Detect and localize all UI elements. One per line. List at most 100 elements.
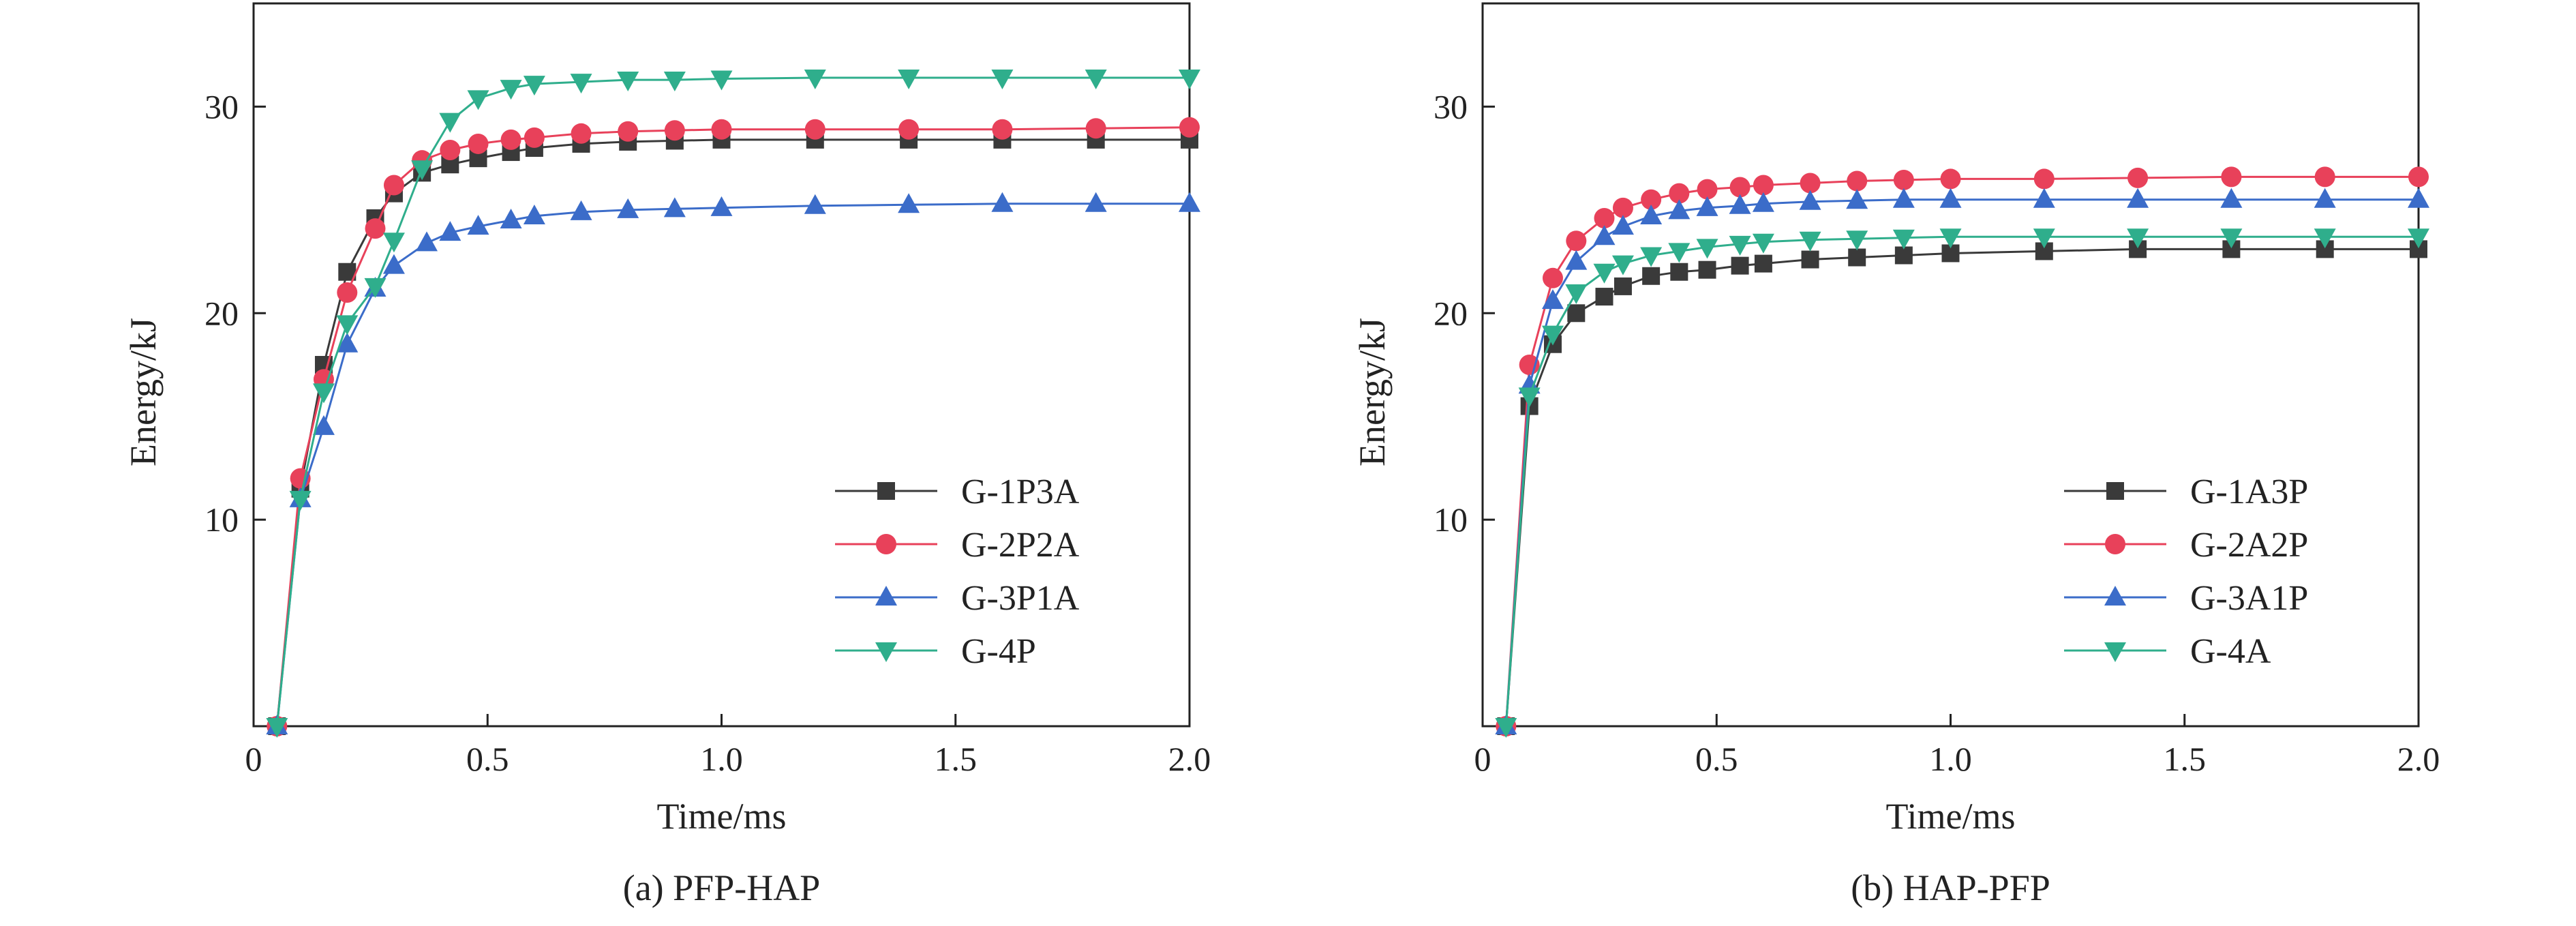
series-g-2a2p bbox=[1496, 166, 2429, 736]
g-4p-point-15 bbox=[804, 70, 826, 90]
legend-label-g-2p2a: G-2P2A bbox=[961, 526, 1080, 565]
g-4a-point-7 bbox=[1668, 243, 1691, 263]
g-2a2p-point-6 bbox=[1641, 189, 1662, 210]
g-4a-point-11 bbox=[1799, 231, 1821, 252]
g-2p2a-point-11 bbox=[571, 123, 592, 144]
legend-label-g-4p: G-4P bbox=[961, 632, 1036, 671]
panel-b: 0 0.5 1.0 1.5 2.0 10 20 30 Time/ms Energy/kJ (b) H… bbox=[1352, 2, 2440, 908]
g-4a-point-1 bbox=[1518, 387, 1541, 408]
g-4a-point-8 bbox=[1696, 239, 1718, 259]
x-tick-label-a-4: 2.0 bbox=[1168, 740, 1211, 778]
g-4p-point-6 bbox=[411, 160, 434, 181]
g-1a3p-point-6 bbox=[1642, 267, 1661, 285]
g-4p-point-11 bbox=[570, 74, 592, 94]
legend-label-g-2a2p: G-2A2P bbox=[2190, 526, 2308, 565]
g-4p-point-7 bbox=[439, 113, 461, 133]
g-2p2a-point-16 bbox=[898, 119, 920, 140]
plot-frame-a bbox=[252, 2, 1191, 728]
legend-item-g-2p2a: G-2P2A bbox=[835, 526, 1080, 565]
g-4p-point-1 bbox=[289, 490, 312, 511]
g-4a-point-2 bbox=[1541, 325, 1564, 346]
g-3a1p-point-3 bbox=[1565, 250, 1588, 270]
x-tick-label-a-0: 0 bbox=[245, 740, 262, 778]
series-g-3a1p bbox=[1495, 188, 2429, 734]
x-tick-label-a-3: 1.5 bbox=[935, 740, 978, 778]
g-3a1p-point-18 bbox=[2314, 188, 2336, 208]
g-3a1p-point-12 bbox=[1846, 189, 1868, 209]
g-3a1p-point-8 bbox=[1696, 196, 1718, 216]
g-4p-point-2 bbox=[312, 383, 335, 404]
g-4a-point-19 bbox=[2408, 228, 2429, 249]
legend-g-1p3a-point-marker bbox=[877, 482, 895, 500]
g-4p-point-4 bbox=[364, 278, 387, 298]
legend-item-g-3p1a: G-3P1A bbox=[835, 579, 1080, 618]
g-2a2p-point-10 bbox=[1753, 175, 1774, 196]
g-3a1p-point-7 bbox=[1668, 199, 1691, 220]
series-line-g-1p3a bbox=[275, 138, 1189, 727]
g-1a3p-point-8 bbox=[1698, 260, 1716, 279]
g-2p2a-point-14 bbox=[711, 119, 732, 140]
g-1a3p-point-10 bbox=[1754, 254, 1772, 273]
y-tick-label-b-1: 20 bbox=[1434, 294, 1468, 332]
series-line-g-3a1p bbox=[1504, 198, 2419, 727]
g-4a-point-18 bbox=[2314, 228, 2336, 249]
panel-a: 0 0.5 1.0 1.5 2.0 10 20 30 Time/ms Energy/kJ (a) P… bbox=[123, 2, 1211, 908]
g-2a2p-point-12 bbox=[1847, 170, 1868, 192]
legend-item-g-1p3a: G-1P3A bbox=[835, 473, 1080, 511]
g-3a1p-point-5 bbox=[1611, 215, 1634, 235]
g-2a2p-point-14 bbox=[1940, 168, 1961, 190]
g-3p1a-point-19 bbox=[1179, 192, 1200, 212]
g-2a2p-point-5 bbox=[1612, 197, 1633, 218]
legend-label-g-1p3a: G-1P3A bbox=[961, 473, 1080, 511]
g-4p-point-8 bbox=[467, 90, 489, 110]
series-line-g-3p1a bbox=[275, 203, 1189, 727]
y-tick-label-b-2: 30 bbox=[1434, 87, 1468, 125]
g-1a3p-point-12 bbox=[1848, 248, 1866, 267]
y-tick-label-a-0: 10 bbox=[204, 501, 239, 539]
g-3p1a-point-2 bbox=[312, 415, 335, 435]
legend-label-g-3a1p: G-3A1P bbox=[2190, 579, 2308, 618]
g-3p1a-point-7 bbox=[439, 221, 461, 241]
g-3p1a-point-3 bbox=[336, 332, 359, 353]
g-1a3p-point-7 bbox=[1670, 263, 1688, 281]
g-2p2a-point-5 bbox=[383, 175, 404, 196]
y-tick-label-a-1: 20 bbox=[204, 294, 239, 332]
g-4a-point-0 bbox=[1495, 718, 1517, 738]
legend-g-4p-point-marker bbox=[875, 642, 897, 662]
g-2p2a-point-19 bbox=[1179, 117, 1200, 138]
g-2a2p-point-9 bbox=[1729, 177, 1751, 198]
g-2a2p-point-7 bbox=[1669, 183, 1690, 204]
g-3a1p-point-6 bbox=[1640, 204, 1663, 224]
g-3a1p-point-4 bbox=[1593, 225, 1616, 245]
legend-g-2a2p-point-marker bbox=[2105, 534, 2125, 554]
g-4p-point-3 bbox=[336, 315, 359, 335]
g-4a-point-17 bbox=[2220, 228, 2243, 249]
g-4p-point-12 bbox=[617, 72, 639, 92]
x-tick-label-b-4: 2.0 bbox=[2397, 740, 2440, 778]
g-1a3p-point-5 bbox=[1613, 277, 1632, 295]
g-2a2p-point-3 bbox=[1566, 230, 1587, 252]
g-2p2a-point-9 bbox=[500, 129, 521, 150]
g-2a2p-point-11 bbox=[1800, 173, 1821, 194]
g-4a-point-5 bbox=[1611, 255, 1634, 275]
legend-item-g-4p: G-4P bbox=[835, 632, 1036, 671]
g-4p-point-19 bbox=[1179, 70, 1200, 90]
legend-g-2p2a-point-marker bbox=[876, 534, 896, 554]
g-2a2p-point-8 bbox=[1697, 179, 1718, 200]
y-tick-label-a-2: 30 bbox=[204, 87, 239, 125]
g-4a-point-4 bbox=[1593, 263, 1616, 284]
g-2a2p-point-18 bbox=[2314, 166, 2335, 188]
legend-item-g-3a1p: G-3A1P bbox=[2064, 579, 2308, 618]
g-3p1a-point-13 bbox=[663, 197, 686, 218]
panel-caption-a: (a) PFP-HAP bbox=[623, 867, 821, 908]
g-4p-point-13 bbox=[663, 72, 686, 92]
g-1a3p-point-9 bbox=[1731, 256, 1749, 275]
legend-a: G-1P3A G-2P2A G-3P1A G-4P bbox=[835, 473, 1080, 671]
g-3p1a-point-16 bbox=[898, 193, 920, 213]
g-4a-point-13 bbox=[1892, 229, 1915, 250]
g-3a1p-point-9 bbox=[1729, 194, 1751, 214]
g-3p1a-point-8 bbox=[467, 215, 489, 235]
g-3p1a-point-5 bbox=[382, 254, 405, 274]
